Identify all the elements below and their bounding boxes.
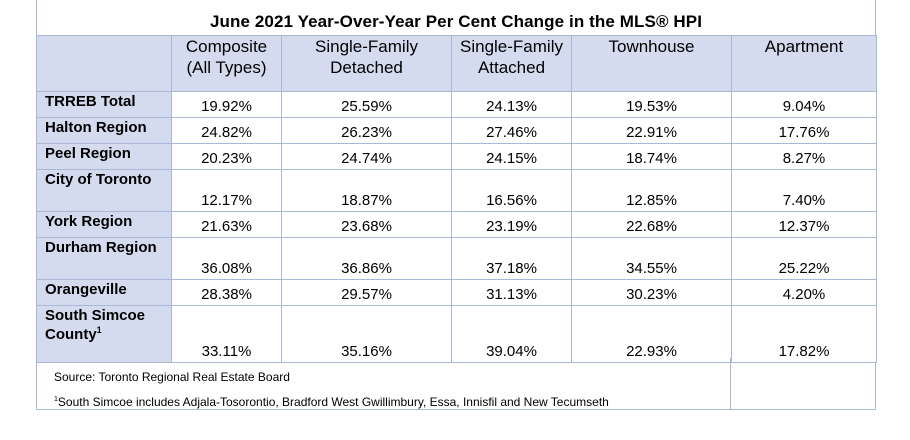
table-cell: 35.16% bbox=[281, 305, 452, 363]
row-label: Orangeville bbox=[36, 279, 172, 306]
table-row: City of Toronto 12.17% 18.87% 16.56% 12.… bbox=[36, 169, 877, 212]
source-note: Source: Toronto Regional Real Estate Boa… bbox=[54, 370, 290, 384]
table-cell: 28.38% bbox=[171, 279, 282, 306]
table-cell: 18.87% bbox=[281, 169, 452, 212]
table-cell: 27.46% bbox=[451, 117, 572, 144]
column-header-line: Attached bbox=[477, 58, 546, 77]
table-cell: 25.22% bbox=[731, 237, 877, 280]
column-header-composite: Composite (All Types) bbox=[171, 35, 282, 92]
table-row: Halton Region 24.82% 26.23% 27.46% 22.91… bbox=[36, 117, 877, 144]
table-cell: 19.53% bbox=[571, 91, 732, 118]
column-header-single-family-detached: Single-Family Detached bbox=[281, 35, 452, 92]
table-cell: 39.04% bbox=[451, 305, 572, 363]
footnote-marker: 1 bbox=[54, 396, 58, 403]
row-label: Peel Region bbox=[36, 143, 172, 170]
table-row: TRREB Total 19.92% 25.59% 24.13% 19.53% … bbox=[36, 91, 877, 118]
table-cell: 21.63% bbox=[171, 211, 282, 238]
column-header-single-family-attached: Single-Family Attached bbox=[451, 35, 572, 92]
column-header-line: Single-Family bbox=[315, 37, 418, 56]
table-cell: 12.17% bbox=[171, 169, 282, 212]
table-cell: 8.27% bbox=[731, 143, 877, 170]
table-cell: 17.76% bbox=[731, 117, 877, 144]
table-cell: 33.11% bbox=[171, 305, 282, 363]
table-cell: 17.82% bbox=[731, 305, 877, 363]
table-cell: 7.40% bbox=[731, 169, 877, 212]
row-label-text: South Simcoe County bbox=[45, 307, 146, 343]
table-cell: 22.68% bbox=[571, 211, 732, 238]
table-cell: 23.19% bbox=[451, 211, 572, 238]
column-header-line: Detached bbox=[330, 58, 403, 77]
column-header-line: (All Types) bbox=[186, 58, 267, 77]
table-cell: 22.91% bbox=[571, 117, 732, 144]
table-cell: 26.23% bbox=[281, 117, 452, 144]
table-cell: 18.74% bbox=[571, 143, 732, 170]
table-cell: 19.92% bbox=[171, 91, 282, 118]
table-cell: 12.85% bbox=[571, 169, 732, 212]
table-cell: 36.86% bbox=[281, 237, 452, 280]
column-header-apartment: Apartment bbox=[731, 35, 877, 92]
column-header-townhouse: Townhouse bbox=[571, 35, 732, 92]
notes-section: Source: Toronto Regional Real Estate Boa… bbox=[37, 358, 731, 409]
table-row: Peel Region 20.23% 24.74% 24.15% 18.74% … bbox=[36, 143, 877, 170]
table-cell: 22.93% bbox=[571, 305, 732, 363]
table-cell: 24.13% bbox=[451, 91, 572, 118]
row-label: Halton Region bbox=[36, 117, 172, 144]
row-label: TRREB Total bbox=[36, 91, 172, 118]
table-cell: 20.23% bbox=[171, 143, 282, 170]
table-cell: 4.20% bbox=[731, 279, 877, 306]
header-row: Composite (All Types) Single-Family Deta… bbox=[36, 35, 877, 92]
table-cell: 24.74% bbox=[281, 143, 452, 170]
table-row: South Simcoe County1 33.11% 35.16% 39.04… bbox=[36, 305, 877, 363]
table-cell: 37.18% bbox=[451, 237, 572, 280]
table-cell: 23.68% bbox=[281, 211, 452, 238]
footnote-body: South Simcoe includes Adjala-Tosorontio,… bbox=[57, 395, 609, 409]
table-cell: 36.08% bbox=[171, 237, 282, 280]
table-row: York Region 21.63% 23.68% 23.19% 22.68% … bbox=[36, 211, 877, 238]
table-cell: 30.23% bbox=[571, 279, 732, 306]
footnote-marker: 1 bbox=[96, 325, 102, 335]
table-cell: 24.82% bbox=[171, 117, 282, 144]
row-label: South Simcoe County1 bbox=[36, 305, 172, 363]
table-cell: 31.13% bbox=[451, 279, 572, 306]
table-cell: 16.56% bbox=[451, 169, 572, 212]
row-label: York Region bbox=[36, 211, 172, 238]
table-cell: 29.57% bbox=[281, 279, 452, 306]
table-cell: 9.04% bbox=[731, 91, 877, 118]
hpi-table: Composite (All Types) Single-Family Deta… bbox=[36, 35, 877, 363]
column-header-line: Single-Family bbox=[460, 37, 563, 56]
row-label: Durham Region bbox=[36, 237, 172, 280]
table-cell: 25.59% bbox=[281, 91, 452, 118]
column-header-line: Townhouse bbox=[608, 37, 695, 56]
table-row: Orangeville 28.38% 29.57% 31.13% 30.23% … bbox=[36, 279, 877, 306]
table-cell: 34.55% bbox=[571, 237, 732, 280]
column-header-line: Composite bbox=[185, 37, 268, 56]
footnote-text: 1South Simcoe includes Adjala-Tosorontio… bbox=[54, 395, 609, 409]
table-cell: 24.15% bbox=[451, 143, 572, 170]
header-corner-cell bbox=[36, 35, 172, 92]
table-title: June 2021 Year-Over-Year Per Cent Change… bbox=[209, 12, 703, 31]
table-row: Durham Region 36.08% 36.86% 37.18% 34.55… bbox=[36, 237, 877, 280]
column-header-line: Apartment bbox=[764, 37, 844, 56]
row-label: City of Toronto bbox=[36, 169, 172, 212]
table-cell: 12.37% bbox=[731, 211, 877, 238]
